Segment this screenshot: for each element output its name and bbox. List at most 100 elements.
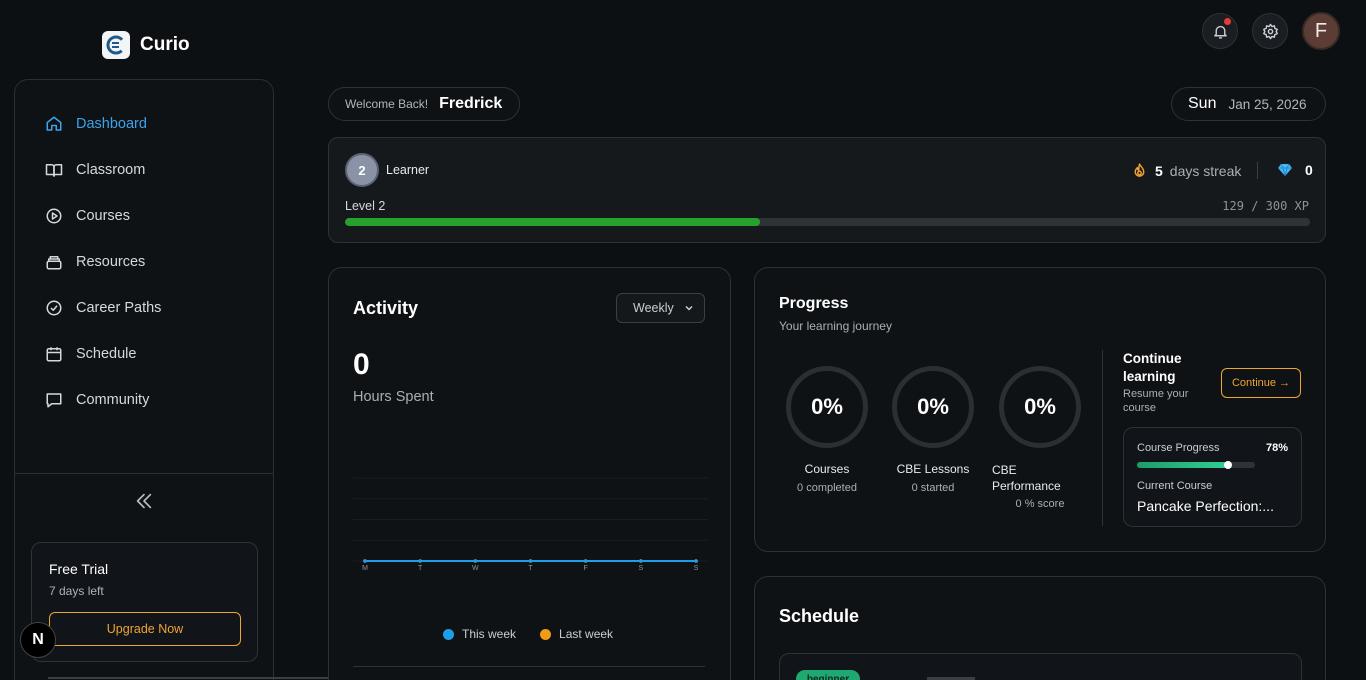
flame-icon	[1134, 163, 1145, 177]
legend-item-last-week[interactable]: Last week	[540, 627, 613, 641]
legend-dot	[540, 628, 552, 640]
difficulty-badge: beginner	[796, 670, 860, 680]
sidebar-item-label: Schedule	[76, 346, 137, 362]
app-logo[interactable]: Curio	[102, 31, 190, 59]
progress-separator	[1102, 350, 1103, 526]
x-tick-label: F	[584, 565, 588, 572]
current-day: Sun	[1188, 95, 1217, 112]
level-card: 2 Learner 5 days streak 0 Level 2 129 / …	[328, 137, 1326, 243]
ring-label-cbe-performance: CBE Performance	[992, 463, 1061, 493]
continue-learning-title: Continue learning	[1123, 351, 1182, 384]
sidebar-item-resources[interactable]: Resources	[45, 250, 145, 274]
ring-sub-courses: 0 completed	[797, 482, 857, 494]
diamond-icon	[1278, 163, 1292, 177]
sidebar-item-label: Classroom	[76, 162, 146, 178]
chart-legend: This week Last week	[443, 627, 613, 641]
period-select[interactable]: Weekly	[616, 293, 705, 323]
continue-learning-subtitle: Resume your course	[1123, 388, 1189, 414]
ring-label-courses: Courses	[804, 462, 850, 476]
sidebar-item-schedule[interactable]: Schedule	[45, 342, 136, 366]
legend-item-this-week[interactable]: This week	[443, 627, 516, 641]
gems-indicator: 0	[1277, 162, 1313, 178]
course-progress-percent: 78%	[1265, 442, 1288, 454]
data-point[interactable]	[639, 559, 643, 563]
data-point[interactable]	[694, 559, 698, 563]
trial-days-left: 7 days left	[49, 584, 104, 598]
streak-separator	[1257, 162, 1258, 179]
x-tick-label: S	[694, 565, 699, 572]
gear-icon	[1262, 23, 1278, 39]
ring-sub-cbe-performance: 0 % score	[1015, 498, 1065, 510]
data-point[interactable]	[473, 559, 478, 563]
period-select-value: Weekly	[633, 301, 674, 315]
level-badge: 2	[345, 153, 379, 187]
legend-dot	[443, 628, 454, 640]
xp-counter: 129 / 300 XP	[1222, 199, 1309, 213]
free-trial-card: Free Trial 7 days left Upgrade Now	[31, 542, 258, 662]
course-progress-bar	[1137, 461, 1255, 469]
app-name: Curio	[140, 34, 190, 55]
progress-card: Progress Your learning journey 0% Course…	[754, 267, 1326, 552]
hours-spent-label: Hours Spent	[353, 389, 434, 405]
data-point[interactable]	[363, 559, 367, 563]
activity-card: Activity Weekly 0 Hours Spent M T W T F S S Th…	[328, 267, 731, 680]
data-point[interactable]	[583, 559, 588, 563]
progress-title: Progress	[779, 295, 849, 312]
user-name: Fredrick	[439, 95, 503, 112]
book-open-icon	[45, 164, 63, 177]
sidebar-item-label: Community	[76, 392, 150, 408]
course-progress-fill	[1137, 461, 1233, 469]
sidebar-item-classroom[interactable]: Classroom	[45, 158, 145, 182]
notifications-button[interactable]	[1202, 13, 1238, 49]
x-tick-label: T	[528, 565, 533, 572]
courses-progress-ring: 0%	[786, 366, 868, 448]
course-progress-card[interactable]: Course Progress 78% Current Course Panca…	[1123, 427, 1302, 527]
data-point[interactable]	[418, 559, 422, 563]
course-progress-knob	[1224, 461, 1233, 469]
dev-overlay-badge[interactable]: N	[20, 622, 56, 658]
legend-label: Last week	[559, 627, 614, 641]
welcome-pill: Welcome Back! Fredrick	[328, 87, 520, 121]
x-tick-label: M	[362, 565, 368, 572]
schedule-item[interactable]: beginner	[779, 653, 1302, 680]
x-tick-label: S	[638, 565, 643, 572]
sidebar-item-dashboard[interactable]: Dashboard	[45, 112, 147, 136]
activity-title: Activity	[353, 298, 419, 318]
x-tick-label: W	[472, 565, 479, 572]
schedule-card: Schedule beginner	[754, 576, 1326, 680]
activity-divider	[353, 666, 705, 667]
ring-label-cbe-lessons: CBE Lessons	[896, 462, 970, 476]
trial-title: Free Trial	[49, 561, 109, 577]
double-chevron-left-icon	[136, 493, 152, 509]
user-avatar[interactable]: F	[1302, 12, 1340, 50]
current-course-name: Pancake Perfection:...	[1137, 498, 1274, 514]
curio-logo-icon	[102, 31, 130, 59]
chevron-down-icon	[685, 305, 693, 311]
data-point[interactable]	[528, 559, 533, 563]
stack-icon	[46, 256, 62, 270]
gem-count: 0	[1305, 162, 1313, 178]
sidebar-item-label: Career Paths	[76, 300, 162, 316]
home-icon	[46, 116, 62, 131]
sidebar-item-community[interactable]: Community	[45, 388, 149, 412]
cbe-lessons-progress-ring: 0%	[892, 366, 974, 448]
sidebar-divider	[15, 473, 273, 474]
bell-icon	[1213, 25, 1227, 39]
streak-indicator: 5 days streak	[1131, 162, 1241, 179]
streak-label: days streak	[1169, 162, 1242, 179]
hours-spent-value: 0	[353, 348, 370, 381]
sidebar-item-label: Resources	[76, 254, 146, 270]
sidebar-item-career-paths[interactable]: Career Paths	[45, 296, 161, 320]
current-date: Jan 25, 2026	[1228, 96, 1307, 112]
settings-button[interactable]	[1252, 13, 1288, 49]
horizontal-scrollbar[interactable]	[48, 677, 336, 679]
xp-progress-bar	[345, 218, 1310, 226]
play-circle-icon	[46, 208, 62, 224]
continue-button[interactable]: Continue →	[1221, 368, 1301, 398]
level-role: Learner	[386, 163, 430, 177]
upgrade-now-button[interactable]: Upgrade Now	[49, 612, 241, 646]
sidebar-item-courses[interactable]: Courses	[45, 204, 130, 228]
collapse-sidebar-button[interactable]	[133, 490, 155, 512]
